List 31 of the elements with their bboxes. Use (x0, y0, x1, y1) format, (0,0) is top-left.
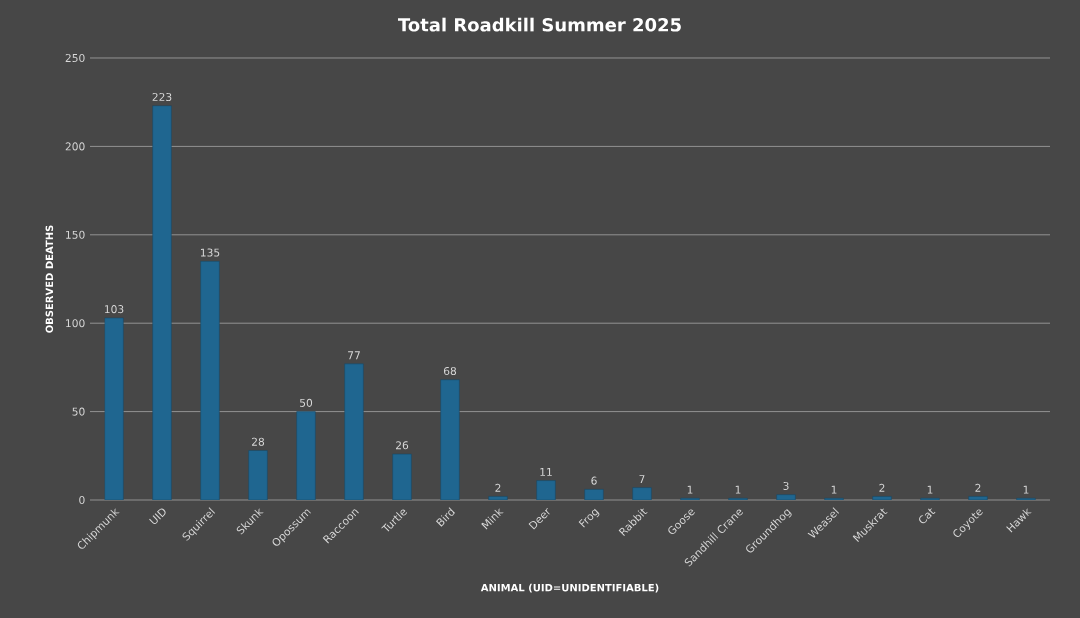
data-label: 28 (251, 437, 265, 446)
data-label: 2 (975, 483, 981, 492)
data-label: 1 (687, 485, 693, 494)
data-label: 1 (927, 485, 933, 494)
y-tick-label: 50 (72, 407, 85, 416)
y-tick-label: 250 (65, 53, 85, 63)
data-label: 68 (443, 366, 457, 376)
data-label: 103 (105, 305, 124, 314)
x-tick-label: UID (149, 508, 166, 525)
x-axis-title: ANIMAL (UID=UNIDENTIFIABLE) (480, 583, 659, 593)
data-label: 1 (735, 485, 741, 494)
data-label: 7 (639, 475, 645, 483)
chart-title: Total Roadkill Summer 2025 (398, 17, 681, 32)
data-label: 26 (395, 441, 409, 450)
data-label: 6 (591, 476, 597, 485)
y-tick-label: 0 (79, 495, 85, 505)
data-label: 223 (152, 92, 172, 102)
data-label: 77 (348, 351, 360, 360)
y-tick-label: 200 (65, 142, 85, 151)
y-tick-label: 150 (66, 230, 85, 239)
data-label: 2 (879, 483, 885, 492)
x-tick-label: Cat (919, 508, 936, 524)
data-label: 11 (540, 468, 552, 476)
data-label: 1 (1023, 485, 1029, 494)
data-label: 3 (783, 481, 789, 490)
data-label: 135 (201, 248, 220, 257)
y-tick-label: 100 (66, 319, 85, 328)
data-label: 2 (495, 483, 501, 492)
data-label: 50 (300, 398, 313, 407)
data-label: 1 (831, 485, 837, 494)
y-axis-title: OBSERVED DEATHS (45, 225, 54, 333)
